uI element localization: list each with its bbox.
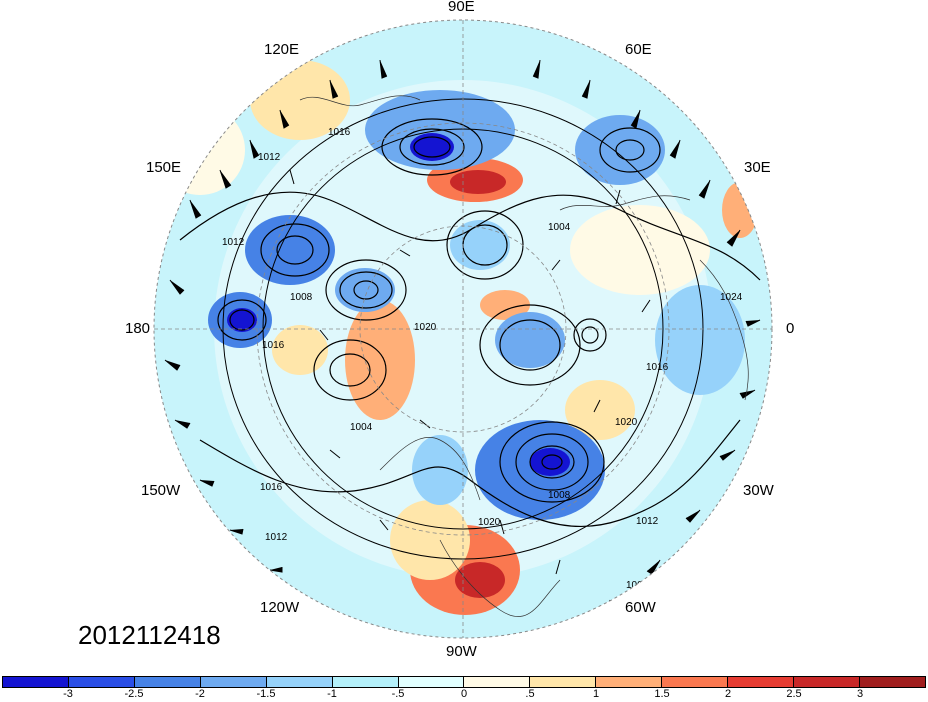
colorbar-tick-label: 1.5: [654, 688, 670, 700]
colorbar-segment: [596, 677, 663, 687]
colorbar-segment: [794, 677, 860, 687]
contour-label: 1008: [548, 490, 571, 501]
contour-label: 1016: [328, 127, 351, 138]
lon-label-90e: 90E: [448, 0, 475, 15]
lon-label-120e: 120E: [264, 41, 300, 58]
colorbar-segment: [68, 677, 135, 687]
map-boundary: [153, 19, 773, 639]
lon-label-30e: 30E: [744, 159, 771, 176]
colorbar-tick-label: -1.5: [256, 688, 276, 700]
colorbar-tick-label: 2: [724, 688, 732, 700]
colorbar-tick-label: 2.5: [786, 688, 802, 700]
cold-anomaly-kamchatka: [335, 268, 395, 312]
contour-label: 1016: [262, 340, 285, 351]
colorbar-segment: [728, 677, 795, 687]
warm-anomaly-arctic: [480, 290, 530, 320]
colorbar-tick-label: -1: [327, 688, 337, 700]
colorbar-segment: [530, 677, 597, 687]
cold-anomaly-canada: [412, 435, 468, 505]
cold-anomaly-labrador-core: [530, 448, 570, 476]
colorbar-segment: [134, 677, 201, 687]
contour-label: 1016: [260, 482, 283, 493]
colorbar-tick-label: 1: [592, 688, 600, 700]
wind-barbs: [164, 59, 761, 617]
cold-anomaly-east-siberia-core: [410, 133, 454, 161]
colorbar-tick-label: -.5: [391, 688, 405, 700]
colorbar-segment: [200, 677, 267, 687]
colorbar-tick-label: -2: [195, 688, 205, 700]
contour-label-group: 1016 1012 1012 1008 1016 1020 1004 1016 …: [222, 127, 743, 591]
contour-label: 1012: [265, 532, 288, 543]
lon-label-0: 0: [786, 320, 795, 337]
warm-anomaly-alaska: [345, 300, 415, 420]
contour-label: 1008: [290, 292, 313, 303]
colorbar-tick-label: 0: [460, 688, 468, 700]
cold-anomaly-baffin: [495, 312, 565, 368]
warm-anomaly-core: [450, 170, 506, 194]
lon-label-150w: 150W: [141, 482, 181, 499]
lon-label-30w: 30W: [743, 482, 774, 499]
colorbar-segment: [398, 677, 465, 687]
contour-label: 1020: [414, 322, 437, 333]
colorbar: [2, 676, 926, 688]
warm-anomaly-rockies: [390, 500, 470, 580]
colorbar-segment: [859, 677, 925, 687]
colorbar-segment: [3, 677, 69, 687]
graticule: [154, 20, 772, 638]
lon-label-180: 180: [125, 320, 151, 337]
colorbar-tick-label: 3: [856, 688, 864, 700]
colorbar-segment: [464, 677, 531, 687]
colorbar-tick-label: -3: [63, 688, 73, 700]
warm-anomaly-greenland: [565, 380, 635, 440]
contour-label: 1008: [626, 580, 649, 591]
cold-anomaly-ural: [575, 115, 665, 185]
colorbar-segment: [266, 677, 333, 687]
warm-anomaly-pacific: [155, 105, 245, 195]
colorbar-tick-labels: -3 -2.5 -2 -1.5 -1 -.5 0 .5 1 1.5 2 2.5 3: [2, 688, 926, 702]
lon-label-150e: 150E: [146, 159, 182, 176]
colorbar-segment: [332, 677, 399, 687]
colorbar-segment: [662, 677, 729, 687]
coastlines: [299, 95, 749, 617]
lon-label-60w: 60W: [625, 599, 656, 616]
cold-anomaly-atlantic: [655, 285, 745, 395]
contour-label: 1012: [222, 237, 245, 248]
cold-anomaly-okhotsk: [245, 215, 335, 285]
warm-anomaly-europe: [722, 182, 758, 238]
timestamp-label: 2012112418: [78, 620, 221, 650]
contour-label: 1020: [478, 517, 501, 528]
contour-label: 1004: [548, 222, 571, 233]
contour-label: 1020: [615, 417, 638, 428]
map-disk: 1016 1012 1012 1008 1016 1020 1004 1016 …: [154, 20, 772, 638]
warm-anomaly-usa-core: [455, 562, 505, 598]
lon-label-90w: 90W: [446, 643, 477, 660]
contour-label: 1012: [258, 152, 281, 163]
cold-anomaly-aleutian-core: [227, 308, 257, 332]
contour-label: 1004: [350, 422, 373, 433]
cold-anomaly-arctic-ocean: [450, 220, 510, 270]
lon-label-120w: 120W: [260, 599, 300, 616]
lon-label-60e: 60E: [625, 41, 652, 58]
colorbar-tick-label: -2.5: [124, 688, 144, 700]
contour-label: 1016: [646, 362, 669, 373]
warm-anomaly-scandinavia: [570, 205, 710, 295]
colorbar-tick-label: .5: [525, 688, 535, 700]
warm-anomaly-bering: [272, 325, 328, 375]
contour-label: 1012: [636, 516, 659, 527]
contour-label: 1024: [720, 292, 743, 303]
